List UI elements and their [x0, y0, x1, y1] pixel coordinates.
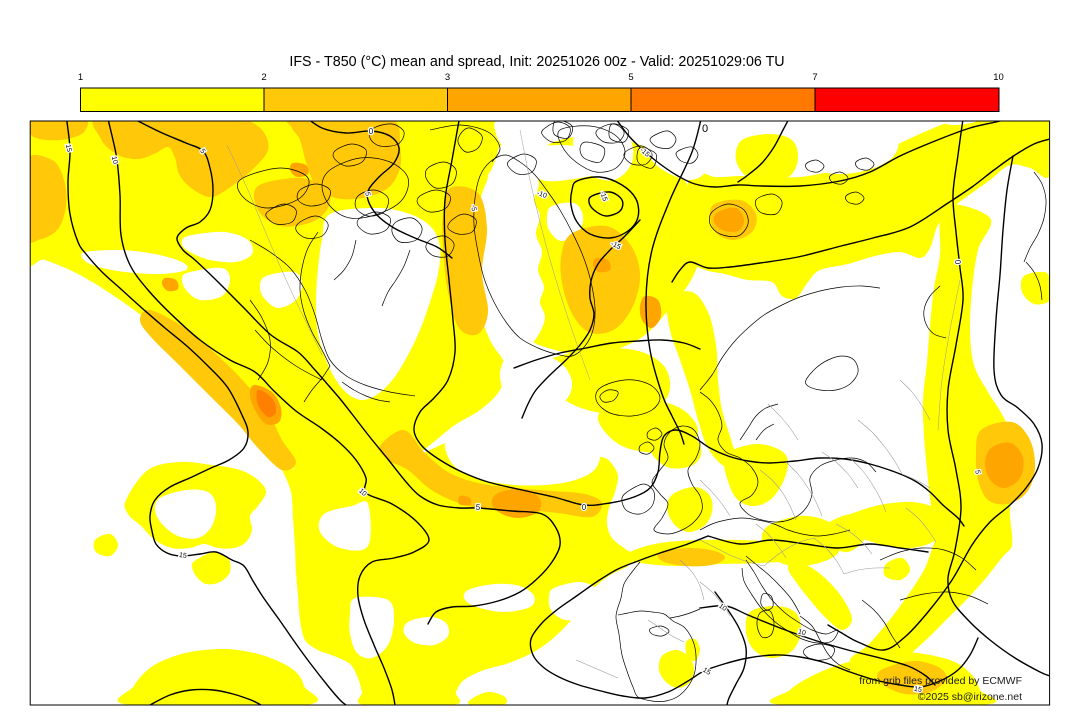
- svg-text:15: 15: [64, 144, 72, 153]
- svg-text:7: 7: [812, 72, 817, 83]
- svg-text:3: 3: [445, 72, 450, 83]
- svg-text:15: 15: [913, 686, 922, 694]
- svg-text:2: 2: [261, 72, 266, 83]
- svg-text:1: 1: [78, 72, 83, 83]
- svg-text:0: 0: [369, 127, 374, 136]
- svg-text:5: 5: [198, 148, 206, 155]
- svg-text:10: 10: [110, 156, 118, 165]
- svg-text:©2025 sb@irizone.net: ©2025 sb@irizone.net: [918, 691, 1022, 703]
- svg-text:-5: -5: [469, 205, 477, 212]
- svg-text:5: 5: [973, 470, 981, 475]
- svg-text:5: 5: [363, 192, 371, 197]
- svg-text:0: 0: [953, 259, 962, 265]
- svg-text:from grib files provided by EC: from grib files provided by ECMWF: [859, 675, 1022, 687]
- svg-text:IFS - T850 (°C) mean and sprea: IFS - T850 (°C) mean and spread, Init: 2…: [289, 54, 784, 70]
- svg-text:10: 10: [797, 629, 806, 638]
- svg-text:15: 15: [179, 552, 188, 560]
- svg-text:0: 0: [702, 123, 708, 135]
- svg-text:5: 5: [475, 503, 481, 512]
- svg-text:0: 0: [582, 503, 587, 512]
- svg-text:5: 5: [628, 72, 633, 83]
- svg-text:10: 10: [993, 72, 1004, 83]
- svg-text:10: 10: [717, 603, 727, 613]
